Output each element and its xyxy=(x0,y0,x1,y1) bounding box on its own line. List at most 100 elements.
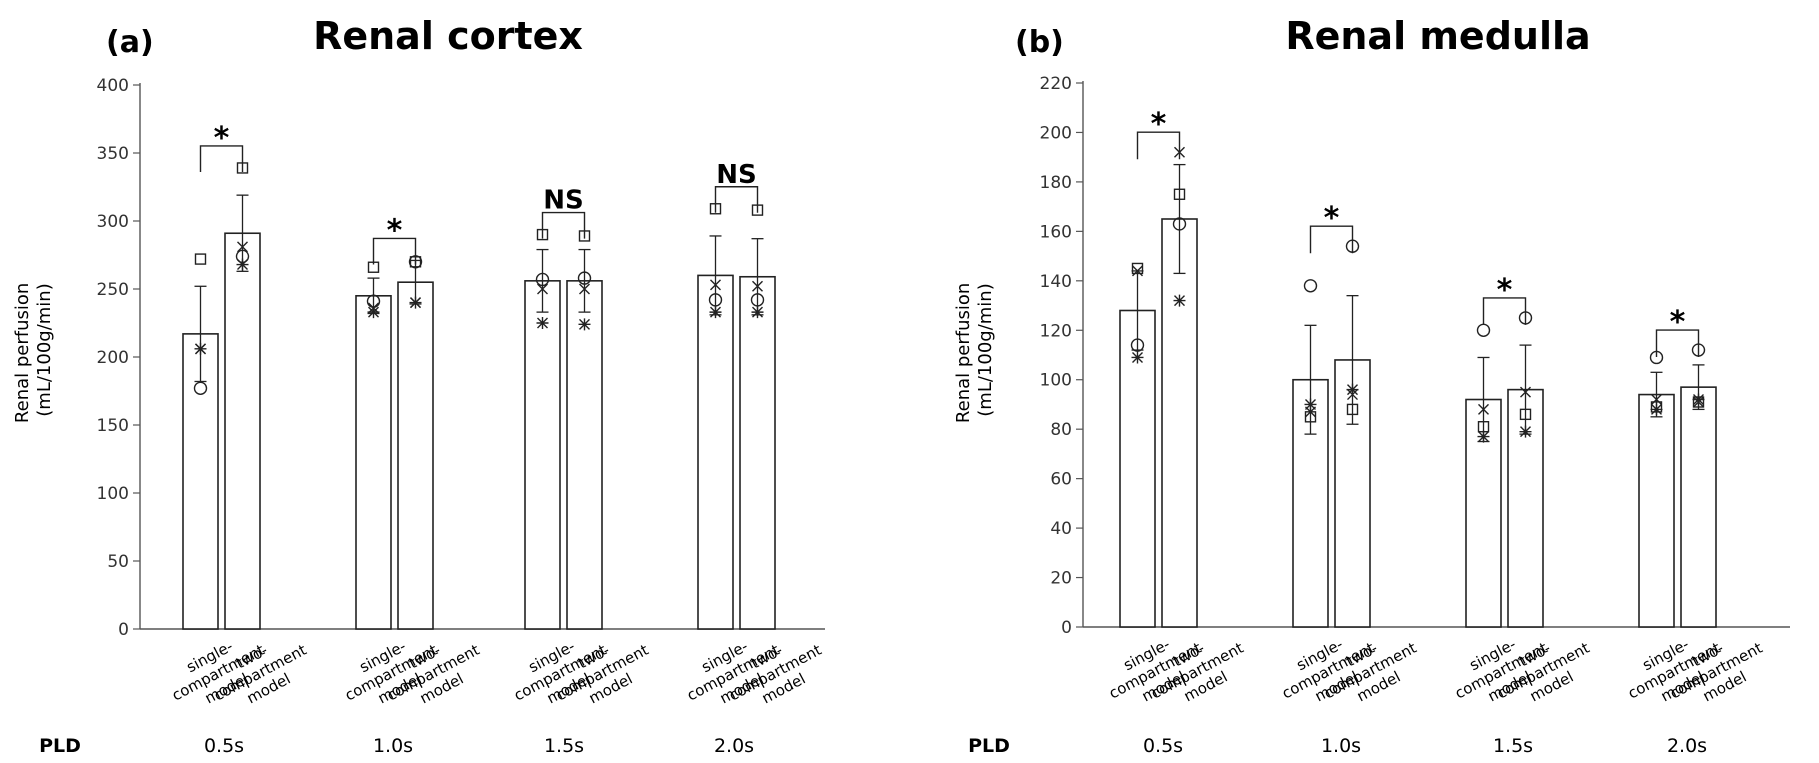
panel-a-pld-value: 0.5s xyxy=(204,735,244,757)
panel-a-label: (a) xyxy=(106,25,154,60)
panel-a-y-tick-label: 400 xyxy=(97,76,129,96)
panel-b-ylabel-line1: Renal perfusion xyxy=(953,283,974,423)
panel-a-significance-bracket xyxy=(714,186,759,213)
panel-b-data-star-point xyxy=(1173,294,1186,307)
panel-b-data-circle-point xyxy=(1303,279,1318,293)
panel-b-significance-bracket xyxy=(1482,297,1527,325)
panel-b-data-circle-point xyxy=(1130,338,1145,352)
panel-a-y-tick-label: 350 xyxy=(97,144,129,164)
panel-b-data-star-point xyxy=(1131,351,1144,364)
panel-b-data-star-point xyxy=(1650,403,1663,416)
panel-b-data-star-point xyxy=(1519,425,1532,438)
panel-a-data-circle-point xyxy=(708,293,723,307)
panel-b-data-star-point xyxy=(1346,383,1359,396)
panel-b-significance-bracket xyxy=(1655,329,1700,358)
panel-b-data-square-point xyxy=(1173,188,1186,200)
panel-a-bar xyxy=(355,294,392,630)
panel-a-data-cross-point xyxy=(237,241,248,253)
panel-b-y-tick-label: 80 xyxy=(1050,420,1072,440)
panel-a-significance-bracket xyxy=(199,145,244,172)
panel-a-bar xyxy=(397,281,434,630)
panel-b-significance-label: * xyxy=(1670,305,1686,340)
panel-b-bar xyxy=(1638,393,1675,628)
panel-b-data-cross-point xyxy=(1132,265,1143,277)
panel-a-significance-label: * xyxy=(387,213,403,248)
panel-a-y-tick-label: 150 xyxy=(97,416,129,436)
panel-a-y-tick-label: 100 xyxy=(97,484,129,504)
panel-b-bar xyxy=(1334,359,1371,628)
panel-a-significance-label: NS xyxy=(716,160,757,190)
panel-a-title: Renal cortex xyxy=(313,14,583,58)
panel-b-y-tick-label: 200 xyxy=(1040,123,1072,143)
panel-a-data-circle-point xyxy=(750,293,765,307)
panel-renal-medulla: (b) Renal medulla Renal perfusion (mL/10… xyxy=(953,14,1790,757)
panel-a-data-circle-point xyxy=(577,271,592,285)
panel-b-bar xyxy=(1680,386,1717,628)
panel-b-bar xyxy=(1292,378,1329,628)
panel-a-bar xyxy=(224,232,261,630)
panel-a-data-cross-point xyxy=(752,280,763,292)
panel-b-bar xyxy=(1161,218,1198,628)
panel-b-significance-label: * xyxy=(1324,201,1340,236)
panel-a-pld-value: 1.5s xyxy=(544,735,584,757)
panel-a-data-star-point xyxy=(236,258,249,271)
panel-b-y-tick-label: 180 xyxy=(1040,173,1072,193)
panel-b-pld-header: PLD xyxy=(968,735,1010,757)
panel-b-pld-value: 1.0s xyxy=(1321,735,1361,757)
panel-a-category-label: two-compartmentmodel xyxy=(202,625,318,721)
panel-a-data-cross-point xyxy=(579,283,590,295)
panel-a-data-star-point xyxy=(578,318,591,331)
panel-b-pld-value: 2.0s xyxy=(1667,735,1707,757)
panel-a-significance-bracket xyxy=(541,211,586,239)
panel-a-data-star-point xyxy=(709,306,722,319)
panel-b-y-tick-label: 100 xyxy=(1040,371,1072,391)
panel-a-y-tick-label: 300 xyxy=(97,212,129,232)
panel-b-title: Renal medulla xyxy=(1285,14,1590,58)
panel-a-data-star-point xyxy=(194,342,207,355)
panel-a-data-star-point xyxy=(367,306,380,319)
panel-a-ylabel-line1: Renal perfusion xyxy=(12,283,33,423)
panel-a-data-star-point xyxy=(536,317,549,329)
panel-a-data-square-point xyxy=(194,253,207,265)
panel-b-data-circle-point xyxy=(1172,217,1187,231)
panel-b-y-tick-label: 40 xyxy=(1050,519,1072,539)
panel-b-data-star-point xyxy=(1477,430,1490,443)
panel-b-data-circle-point xyxy=(1476,323,1491,337)
panel-a-data-circle-point xyxy=(535,272,550,287)
panel-a-ylabel: Renal perfusion (mL/100g/min) xyxy=(12,277,55,423)
panel-a-significance-bracket xyxy=(372,237,417,265)
panel-b-y-tick-label: 20 xyxy=(1050,569,1072,589)
panel-b-significance-label: * xyxy=(1497,273,1513,308)
panel-renal-cortex: (a) Renal cortex Renal perfusion (mL/100… xyxy=(12,14,825,757)
panel-b-y-tick-label: 120 xyxy=(1040,321,1072,341)
panel-b-significance-bracket xyxy=(1309,225,1354,254)
panel-a-pld-value: 1.0s xyxy=(373,735,413,757)
panel-b-plot: 020406080100120140160180200220PLDsingle-… xyxy=(968,74,1790,757)
panel-a-ylabel-line2: (mL/100g/min) xyxy=(34,283,55,416)
panel-b-data-square-point xyxy=(1519,408,1532,421)
panel-a-significance-label: NS xyxy=(543,186,584,216)
panel-b-data-star-point xyxy=(1692,393,1705,406)
panel-b-y-tick-label: 60 xyxy=(1050,470,1072,490)
panel-a-pld-header: PLD xyxy=(39,735,81,757)
panel-b-data-cross-point xyxy=(1651,394,1662,406)
panel-b-data-cross-point xyxy=(1520,386,1531,398)
panel-a-data-star-point xyxy=(409,296,422,309)
panel-a-bar xyxy=(697,274,734,630)
panel-a-bar xyxy=(566,280,603,630)
panel-b-y-tick-label: 0 xyxy=(1061,618,1072,638)
panel-a-y-tick-label: 50 xyxy=(107,552,129,572)
panel-a-y-tick-label: 0 xyxy=(118,620,129,640)
panel-b-pld-value: 1.5s xyxy=(1493,735,1533,757)
panel-b-pld-value: 0.5s xyxy=(1143,735,1183,757)
panel-a-plot: 050100150200250300350400PLDsingle-compar… xyxy=(39,76,825,757)
panel-a-bar xyxy=(524,280,561,630)
panel-a-bar xyxy=(182,333,219,630)
panel-b-y-tick-label: 140 xyxy=(1040,272,1072,292)
panel-a-data-star-point xyxy=(751,306,764,319)
panel-a-significance-label: * xyxy=(214,121,230,156)
panel-b-label: (b) xyxy=(1015,25,1064,60)
panel-b-data-cross-point xyxy=(1478,403,1489,415)
panel-b-y-tick-label: 220 xyxy=(1040,74,1072,94)
